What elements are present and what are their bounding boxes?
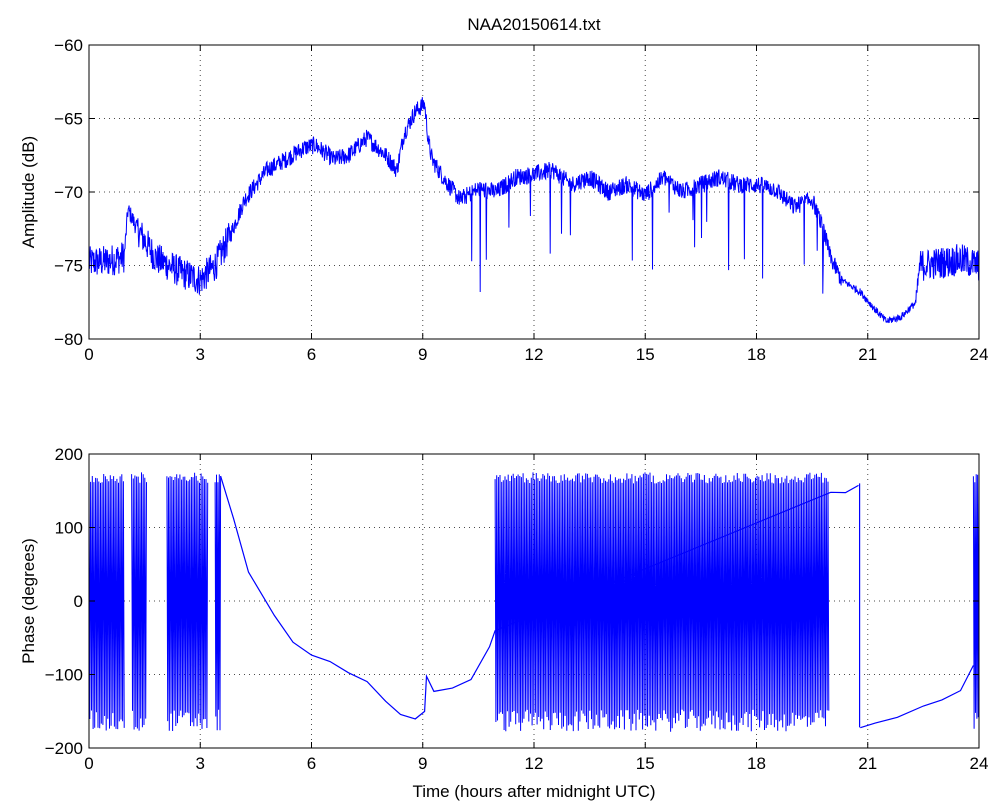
phase-wrap-segment bbox=[166, 472, 209, 732]
x-tick-label: 15 bbox=[636, 345, 655, 364]
x-tick-label: 3 bbox=[196, 345, 205, 364]
x-tick-label: 18 bbox=[747, 754, 766, 773]
chart-title: NAA20150614.txt bbox=[467, 15, 601, 34]
x-tick-label: 6 bbox=[307, 345, 316, 364]
y-tick-label: −75 bbox=[54, 257, 83, 276]
amplitude-grid bbox=[89, 45, 979, 339]
x-tick-label: 21 bbox=[858, 754, 877, 773]
amplitude-ticks: 0 3 6 9 12 15 18 21 24 −80 −75 −70 −65 −60 bbox=[54, 36, 988, 364]
x-tick-label: 0 bbox=[84, 754, 93, 773]
phase-wrap-segment bbox=[214, 474, 222, 731]
y-tick-label: −70 bbox=[54, 183, 83, 202]
phase-ticks: 0 3 6 9 12 15 18 21 24 −200 −100 0 100 200 bbox=[45, 445, 989, 773]
phase-wrap-segment bbox=[89, 473, 125, 731]
y-tick-label: −80 bbox=[54, 330, 83, 349]
y-tick-label: −65 bbox=[54, 110, 83, 129]
amplitude-line bbox=[89, 97, 979, 324]
x-tick-label: 3 bbox=[196, 754, 205, 773]
phase-wrap-segment bbox=[972, 474, 979, 729]
amplitude-y-axis-label: Amplitude (dB) bbox=[19, 136, 38, 248]
x-tick-label: 6 bbox=[307, 754, 316, 773]
y-tick-label: 100 bbox=[55, 519, 83, 538]
x-tick-label: 12 bbox=[525, 754, 544, 773]
y-tick-label: 0 bbox=[74, 592, 83, 611]
phase-y-axis-label: Phase (degrees) bbox=[19, 538, 38, 664]
y-tick-label: 200 bbox=[55, 445, 83, 464]
amplitude-series bbox=[89, 97, 979, 324]
phase-panel: 0 3 6 9 12 15 18 21 24 −200 −100 0 100 200 Phase (deg… bbox=[19, 445, 988, 801]
x-tick-label: 9 bbox=[418, 345, 427, 364]
x-tick-label: 21 bbox=[858, 345, 877, 364]
phase-line bbox=[220, 475, 974, 729]
y-tick-label: −60 bbox=[54, 36, 83, 55]
phase-wrap-segment bbox=[494, 472, 830, 732]
x-tick-label: 12 bbox=[525, 345, 544, 364]
x-tick-label: 0 bbox=[84, 345, 93, 364]
y-tick-label: −200 bbox=[45, 739, 83, 758]
x-tick-label: 9 bbox=[418, 754, 427, 773]
phase-wrap-segment bbox=[131, 472, 147, 731]
phase-series bbox=[89, 472, 979, 732]
x-tick-label: 15 bbox=[636, 754, 655, 773]
x-axis-label: Time (hours after midnight UTC) bbox=[412, 782, 655, 801]
amplitude-panel: NAA20150614.txt 0 3 6 9 12 15 18 21 24 −80 −75 −70 −… bbox=[19, 15, 988, 364]
y-tick-label: −100 bbox=[45, 666, 83, 685]
x-tick-label: 18 bbox=[747, 345, 766, 364]
x-tick-label: 24 bbox=[970, 345, 989, 364]
x-tick-label: 24 bbox=[970, 754, 989, 773]
